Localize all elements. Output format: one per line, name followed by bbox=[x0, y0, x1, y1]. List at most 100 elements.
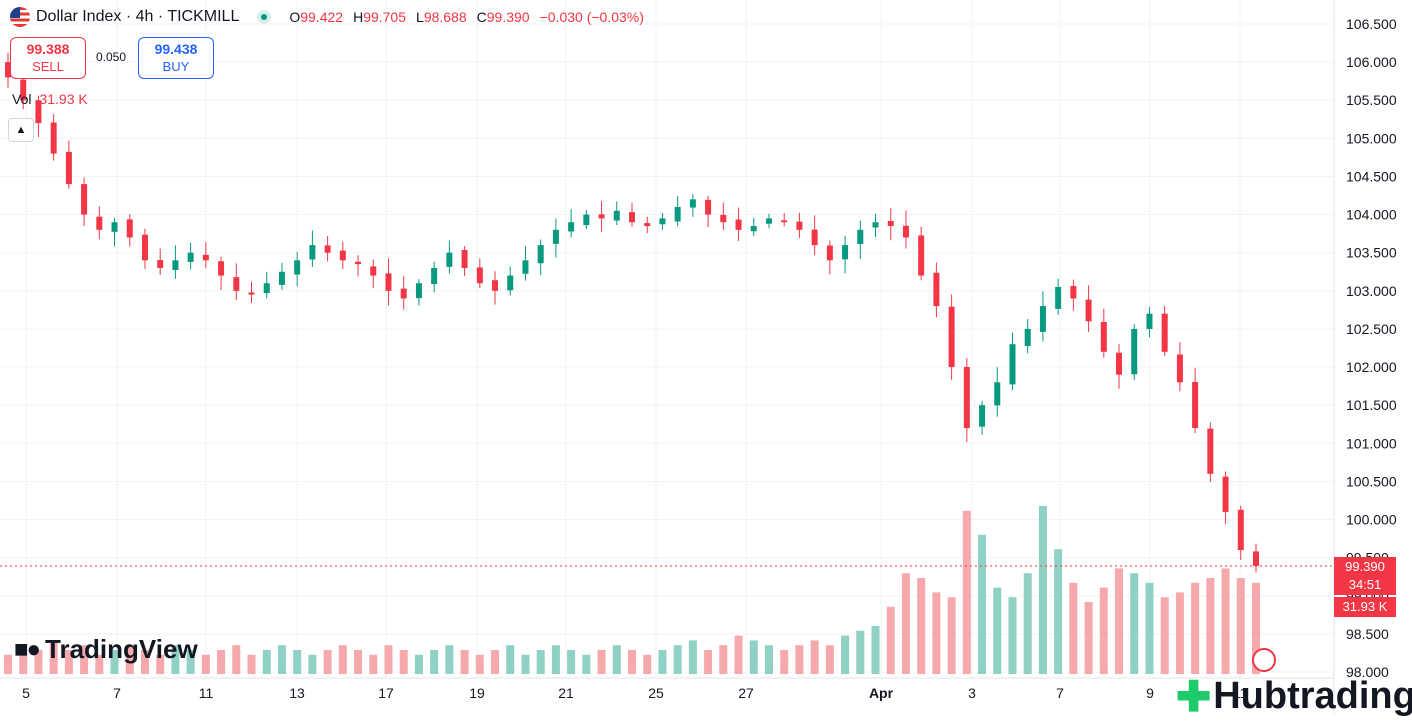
price-change: −0.030 (−0.03%) bbox=[539, 9, 644, 25]
candle-body bbox=[461, 249, 468, 268]
volume-bar bbox=[567, 650, 576, 674]
candle-body bbox=[1055, 287, 1062, 309]
volume-bar bbox=[369, 654, 378, 674]
sell-button[interactable]: 99.388 SELL bbox=[10, 37, 86, 79]
candle-body bbox=[476, 267, 483, 284]
volume-bar bbox=[658, 650, 667, 674]
volume-bar bbox=[978, 534, 987, 674]
candle-body bbox=[857, 229, 864, 244]
volume-bar bbox=[901, 573, 910, 674]
volume-bar bbox=[582, 654, 591, 674]
candle-body bbox=[963, 367, 970, 429]
candle-body bbox=[248, 292, 255, 295]
volume-bar bbox=[1023, 573, 1032, 674]
candle-body bbox=[1146, 313, 1153, 330]
collapse-legend-button[interactable]: ▲ bbox=[8, 118, 34, 142]
candle-body bbox=[1176, 354, 1183, 383]
candle-body bbox=[309, 245, 316, 260]
tradingview-logo[interactable]: ■● TradingView bbox=[14, 634, 198, 664]
symbol-title[interactable]: Dollar Index · 4h · TICKMILL bbox=[36, 8, 240, 25]
volume-bar bbox=[506, 645, 515, 674]
volume-bar bbox=[34, 650, 43, 674]
volume-bar bbox=[293, 650, 302, 674]
volume-bar bbox=[1054, 549, 1063, 674]
candle-body bbox=[1024, 328, 1031, 347]
volume-bar bbox=[1206, 578, 1215, 674]
candle-body bbox=[233, 277, 240, 291]
candle-body bbox=[705, 199, 712, 215]
candle-body bbox=[994, 382, 1001, 406]
candle-body bbox=[811, 229, 818, 246]
market-open-icon bbox=[257, 10, 272, 24]
candle-body bbox=[902, 225, 909, 238]
volume-bar bbox=[354, 650, 363, 674]
candle-body bbox=[339, 250, 346, 261]
volume-bar bbox=[140, 650, 149, 674]
symbol-header: Dollar Index · 4h · TICKMILL O99.422 H99… bbox=[10, 6, 644, 28]
volume-bar bbox=[460, 650, 469, 674]
candle-body bbox=[948, 306, 955, 368]
price-tick-label: 103.500 bbox=[1346, 245, 1397, 261]
candle-body bbox=[1192, 381, 1199, 429]
price-tick-label: 106.000 bbox=[1346, 54, 1397, 70]
volume-bar bbox=[323, 650, 332, 674]
candle-body bbox=[568, 222, 575, 232]
candle-body bbox=[644, 223, 651, 227]
candle-body bbox=[613, 210, 620, 221]
time-tick-label: 5 bbox=[22, 685, 30, 701]
candle-body bbox=[415, 283, 422, 299]
candles bbox=[5, 52, 1259, 573]
candle-body bbox=[20, 79, 27, 101]
volume-bar bbox=[704, 650, 713, 674]
time-tick-label: 11 bbox=[1233, 685, 1248, 701]
volume-bar bbox=[1008, 597, 1017, 674]
event-flag-icon[interactable] bbox=[1252, 648, 1276, 672]
volume-bar bbox=[430, 650, 439, 674]
volume-bar bbox=[262, 650, 271, 674]
candle-body bbox=[629, 212, 635, 223]
time-tick-label: 13 bbox=[289, 685, 305, 701]
volume-bar bbox=[1130, 573, 1139, 674]
volume-bar bbox=[551, 645, 560, 674]
candle-body bbox=[218, 261, 225, 276]
volume-bar bbox=[4, 654, 12, 674]
current-price-label: 99.390 34:51 bbox=[1334, 557, 1396, 595]
volume-bar bbox=[1069, 582, 1078, 674]
volume-bar bbox=[871, 626, 880, 674]
volume-bar bbox=[749, 640, 758, 674]
volume-bar bbox=[1145, 582, 1154, 674]
volume-bar bbox=[217, 650, 226, 674]
candle-body bbox=[826, 245, 833, 261]
candle-body bbox=[537, 245, 544, 264]
volume-bar bbox=[628, 650, 636, 674]
hubtrading-watermark: ✚ Hubtrading bbox=[1176, 673, 1412, 720]
volume-bar bbox=[1175, 592, 1184, 674]
candle-body bbox=[1085, 299, 1092, 322]
volume-bar bbox=[1084, 602, 1093, 674]
volume-bar bbox=[1236, 578, 1245, 674]
price-tick-label: 106.500 bbox=[1346, 16, 1397, 32]
candle-body bbox=[1253, 551, 1259, 567]
volume-bar bbox=[232, 645, 241, 674]
candle-body bbox=[172, 260, 179, 270]
volume-bar bbox=[80, 645, 89, 674]
buy-button[interactable]: 99.438 BUY bbox=[138, 37, 214, 79]
time-tick-label: 9 bbox=[1146, 685, 1154, 701]
candle-body bbox=[446, 252, 453, 267]
candle-body bbox=[1131, 328, 1138, 375]
candle-body bbox=[187, 252, 194, 262]
time-tick-label: 11 bbox=[199, 685, 214, 701]
candle-body bbox=[674, 206, 681, 222]
candle-body bbox=[126, 219, 133, 238]
volume-bar bbox=[1191, 582, 1200, 674]
time-tick-label: 21 bbox=[558, 685, 574, 701]
volume-bar bbox=[49, 640, 58, 674]
candle-body bbox=[765, 218, 772, 224]
time-tick-label: 27 bbox=[738, 685, 754, 701]
time-tick-label: 19 bbox=[469, 685, 485, 701]
candle-body bbox=[157, 260, 164, 268]
volume-bar bbox=[597, 650, 606, 674]
candle-body bbox=[1116, 352, 1123, 375]
candle-body bbox=[689, 199, 696, 208]
